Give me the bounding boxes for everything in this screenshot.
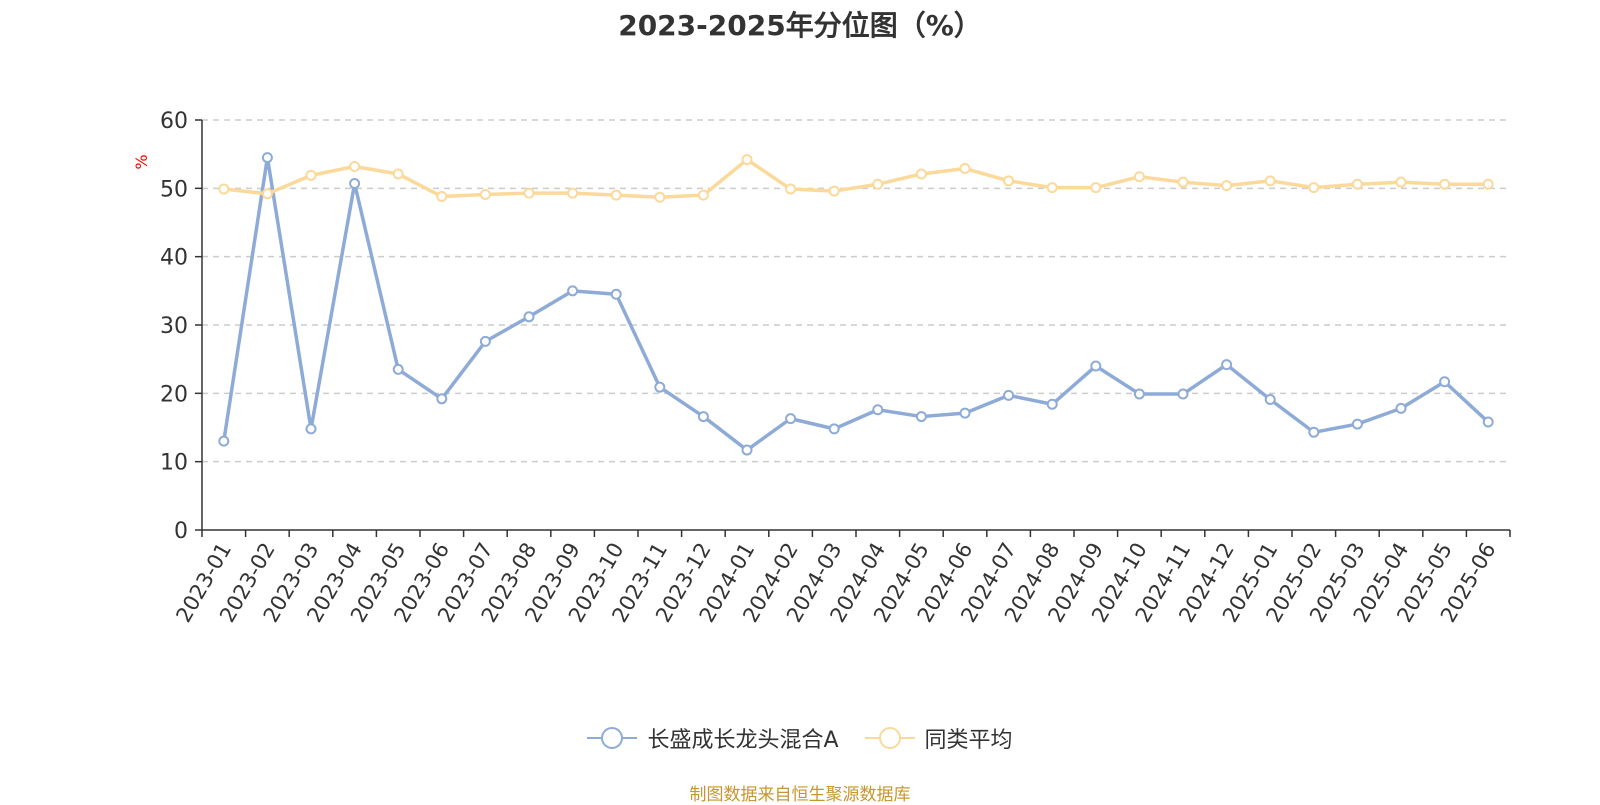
y-tick-label: 10	[160, 451, 188, 476]
data-point-series-0	[697, 411, 709, 423]
data-point-series-1	[479, 188, 491, 200]
data-point-series-1	[1439, 178, 1451, 190]
series-layer	[218, 152, 1494, 456]
data-point-series-0	[1264, 393, 1276, 405]
data-point-series-0	[1003, 389, 1015, 401]
y-tick-label: 60	[160, 109, 188, 134]
data-point-series-0	[261, 152, 273, 164]
data-point-series-1	[1090, 182, 1102, 194]
data-point-series-1	[1264, 175, 1276, 187]
data-point-series-0	[1046, 398, 1058, 410]
data-point-series-1	[828, 185, 840, 197]
series-line-1	[223, 157, 1489, 199]
data-point-series-1	[697, 189, 709, 201]
data-point-series-1	[523, 187, 535, 199]
legend-label-average: 同类平均	[924, 728, 1013, 753]
data-point-series-1	[1395, 176, 1407, 188]
line-chart: 0102030405060%2023-012023-022023-032023-…	[132, 109, 1511, 626]
data-point-series-1	[915, 168, 927, 180]
data-point-series-0	[523, 311, 535, 323]
data-point-series-0	[1133, 388, 1145, 400]
data-point-series-0	[959, 407, 971, 419]
data-point-series-0	[1308, 426, 1320, 438]
legend-label-fund: 长盛成长龙头混合A	[647, 728, 839, 753]
data-point-series-0	[915, 411, 927, 423]
data-point-series-0	[392, 363, 404, 375]
data-point-series-1	[349, 160, 361, 172]
data-point-series-1	[1177, 176, 1189, 188]
data-point-series-1	[1003, 175, 1015, 187]
data-point-series-1	[1308, 182, 1320, 194]
data-point-series-1	[1133, 171, 1145, 183]
data-point-series-1	[959, 163, 971, 175]
y-tick-label: 0	[174, 519, 188, 544]
legend: 长盛成长龙头混合A 同类平均	[0, 722, 1600, 754]
legend-marker-average	[864, 727, 915, 749]
series-line-0	[222, 155, 1490, 452]
data-point-series-0	[872, 404, 884, 416]
data-point-series-1	[785, 183, 797, 195]
y-tick-label: 30	[160, 314, 188, 339]
data-point-series-1	[392, 168, 404, 180]
data-point-series-0	[218, 435, 230, 447]
data-point-series-0	[1351, 418, 1363, 430]
data-point-series-0	[305, 423, 317, 435]
data-point-series-0	[1482, 416, 1494, 428]
data-point-series-1	[436, 191, 448, 203]
data-point-series-0	[567, 285, 579, 297]
y-tick-label: 20	[160, 382, 188, 407]
data-point-series-0	[349, 178, 361, 190]
y-tick-label: 50	[160, 177, 188, 202]
data-point-series-0	[1439, 376, 1451, 388]
data-point-series-1	[218, 183, 230, 195]
data-point-series-0	[1177, 388, 1189, 400]
legend-item-fund[interactable]: 长盛成长龙头混合A	[587, 722, 839, 754]
legend-marker-fund	[587, 727, 638, 749]
data-point-series-0	[654, 381, 666, 393]
chart-title: 2023-2025年分位图（%）	[618, 9, 982, 42]
data-point-series-0	[828, 423, 840, 435]
data-point-series-1	[567, 187, 579, 199]
data-point-series-0	[479, 335, 491, 347]
y-axis-label: %	[132, 154, 151, 169]
data-point-series-0	[741, 444, 753, 456]
data-point-series-1	[1351, 178, 1363, 190]
data-point-series-1	[261, 188, 273, 200]
data-point-series-0	[436, 393, 448, 405]
data-point-series-1	[610, 189, 622, 201]
data-point-series-0	[1221, 359, 1233, 371]
data-point-series-1	[741, 154, 753, 166]
data-point-series-1	[872, 178, 884, 190]
data-point-series-0	[1090, 360, 1102, 372]
data-point-series-0	[785, 413, 797, 425]
data-point-series-1	[305, 169, 317, 181]
data-point-series-1	[1482, 178, 1494, 190]
data-point-series-1	[654, 191, 666, 203]
y-tick-label: 40	[160, 246, 188, 271]
legend-item-average[interactable]: 同类平均	[864, 722, 1013, 754]
data-point-series-0	[610, 288, 622, 300]
data-point-series-0	[1395, 402, 1407, 414]
data-point-series-1	[1221, 180, 1233, 192]
data-source-note: 制图数据来自恒生聚源数据库	[689, 785, 911, 805]
data-point-series-1	[1046, 182, 1058, 194]
